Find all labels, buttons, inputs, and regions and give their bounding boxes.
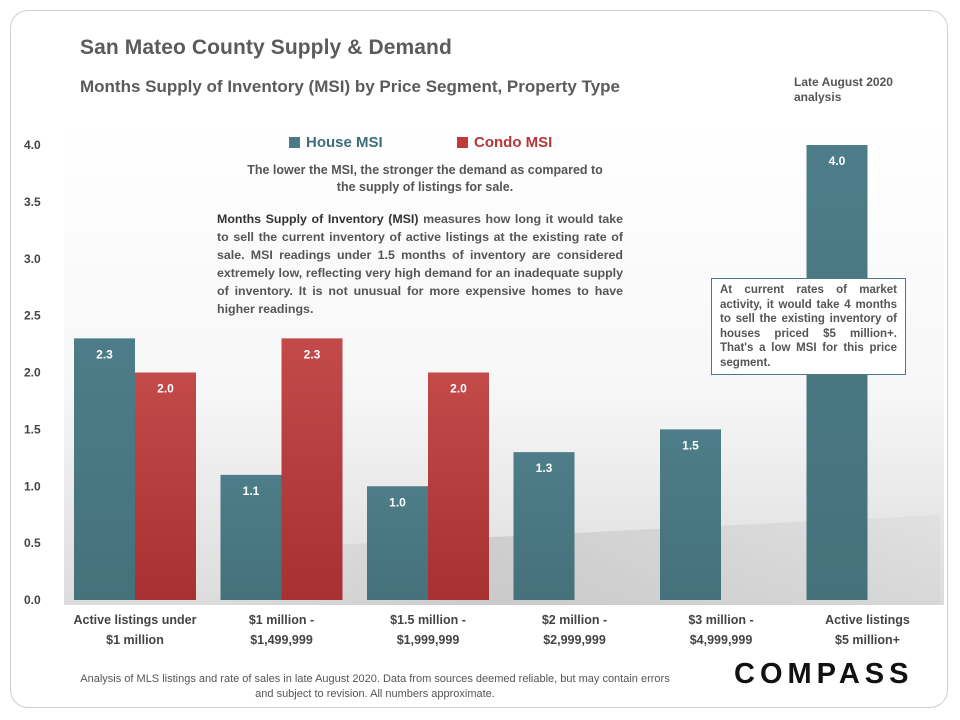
data-label: 2.0 — [157, 382, 174, 396]
condo-bar — [428, 372, 489, 600]
x-category-line: $3 million - — [688, 613, 753, 627]
house-bar — [367, 486, 428, 600]
x-category-label: $3 million - $4,999,999 — [688, 613, 753, 647]
x-category-label: $2 million - $2,999,999 — [542, 613, 607, 647]
x-category-line: $1 million — [106, 633, 164, 647]
data-label: 1.1 — [243, 484, 260, 498]
x-category-line: $4,999,999 — [690, 633, 753, 647]
legend-house-swatch — [289, 137, 300, 148]
x-category-label: Active listings $5 million+ — [825, 613, 910, 647]
y-tick-label: 3.0 — [24, 252, 41, 266]
legend-condo-swatch — [457, 137, 468, 148]
x-category-line: Active listings — [825, 613, 910, 627]
x-category-line: $1 million - — [249, 613, 314, 627]
x-category-line: $2,999,999 — [543, 633, 606, 647]
chart-title: San Mateo County Supply & Demand — [80, 36, 452, 59]
data-label: 1.5 — [682, 438, 699, 452]
y-tick-label: 0.0 — [24, 593, 41, 607]
analysis-date: Late August 2020 analysis — [794, 75, 893, 104]
house-bar — [513, 452, 575, 600]
legend-house: House MSI — [289, 134, 383, 151]
data-label: 2.3 — [96, 347, 113, 361]
data-label: 4.0 — [829, 154, 846, 168]
y-axis: 0.0 0.5 1.0 1.5 2.0 2.5 3.0 3.5 4.0 — [24, 138, 41, 607]
y-tick-label: 1.5 — [24, 422, 41, 436]
y-tick-label: 2.0 — [24, 366, 41, 380]
data-label: 2.0 — [450, 382, 467, 396]
msi-explanation: Months Supply of Inventory (MSI) measure… — [217, 210, 623, 318]
x-category-line: $1,499,999 — [250, 633, 313, 647]
x-category-line: $5 million+ — [835, 633, 900, 647]
x-category-line: $1,999,999 — [397, 633, 460, 647]
demand-note: The lower the MSI, the stronger the dema… — [247, 163, 603, 194]
msi-explanation-lead: Months Supply of Inventory (MSI) — [217, 212, 419, 226]
condo-bar — [281, 338, 343, 600]
data-labels: 2.3 1.1 1.0 1.3 1.5 4.0 2.0 2.3 2.0 — [96, 154, 846, 509]
legend-condo: Condo MSI — [457, 134, 552, 151]
y-tick-label: 2.5 — [24, 309, 41, 323]
callout-box: At current rates of market activity, it … — [711, 278, 906, 375]
legend-condo-label: Condo MSI — [474, 134, 553, 151]
x-axis: Active listings under $1 million $1 millio… — [74, 613, 910, 647]
data-label: 1.3 — [536, 461, 553, 475]
house-bar — [74, 338, 135, 600]
y-tick-label: 0.5 — [24, 536, 41, 550]
x-category-line: Active listings under — [74, 613, 197, 627]
x-category-label: $1.5 million - $1,999,999 — [390, 613, 466, 647]
data-label: 2.3 — [304, 347, 321, 361]
y-tick-label: 3.5 — [24, 195, 41, 209]
house-bar — [660, 429, 721, 600]
y-tick-label: 1.0 — [24, 479, 41, 493]
compass-logo: COMPASS — [734, 658, 914, 690]
legend-house-label: House MSI — [306, 134, 383, 151]
chart-subtitle: Months Supply of Inventory (MSI) by Pric… — [80, 77, 620, 96]
x-category-label: $1 million - $1,499,999 — [249, 613, 314, 647]
msi-explanation-body: measures how long it would take to sell … — [217, 212, 623, 316]
house-bar — [220, 474, 282, 600]
footer-note: Analysis of MLS listings and rate of sal… — [80, 673, 670, 700]
x-category-line: $2 million - — [542, 613, 607, 627]
condo-bar — [135, 372, 196, 600]
x-category-line: $1.5 million - — [390, 613, 466, 627]
x-category-label: Active listings under $1 million — [74, 613, 197, 647]
y-tick-label: 4.0 — [24, 138, 41, 152]
data-label: 1.0 — [389, 495, 406, 509]
